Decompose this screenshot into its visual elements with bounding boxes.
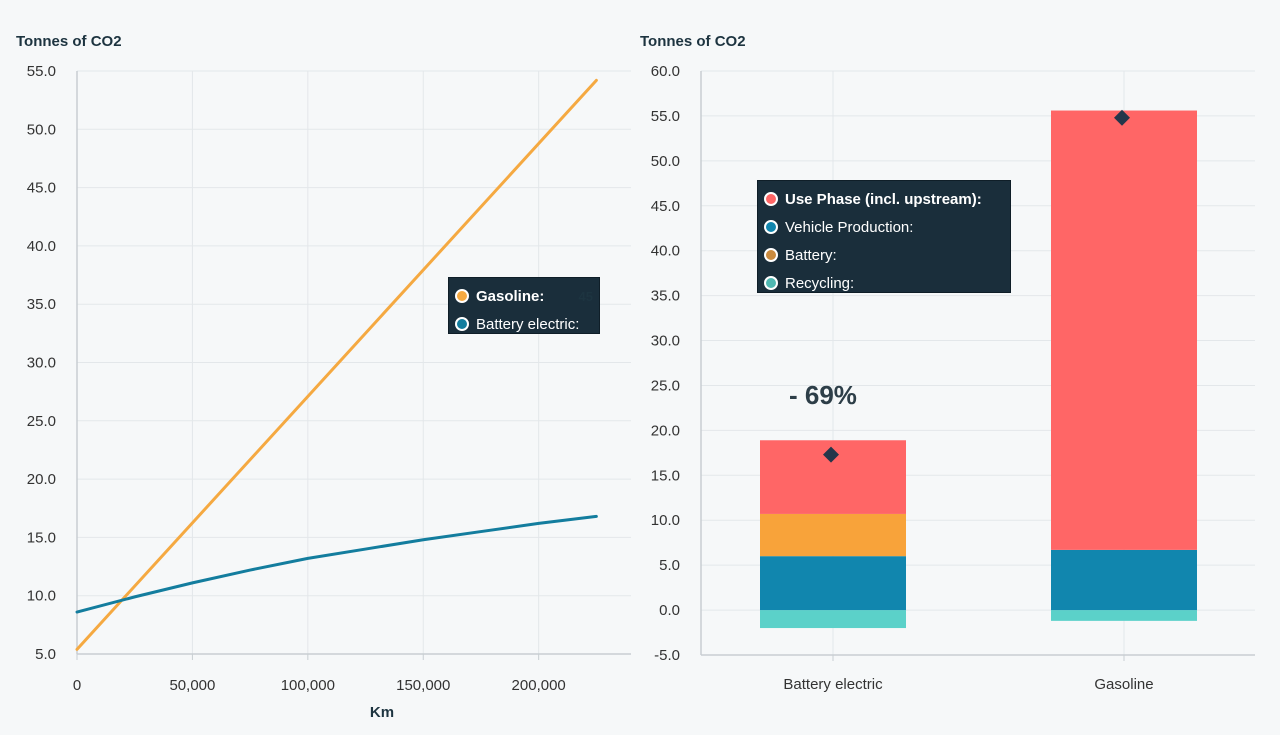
y-tick-label: 0.0 (659, 602, 680, 619)
x-category-label: Battery electric (783, 676, 883, 693)
bar-chart: Tonnes of CO2 -5.0 0.0 5.0 10.0 15.0 20.0 25.0… (640, 33, 1255, 693)
line-chart-ylabel: Tonnes of CO2 (16, 33, 122, 50)
net-total-marker (823, 446, 839, 463)
battery-dot-icon (764, 248, 778, 262)
x-tick-label: 150,000 (396, 677, 450, 694)
recycling-dot-icon (764, 276, 778, 290)
tooltip-label-vehicle-production: Vehicle Production: (785, 218, 914, 236)
bar-chart-ylabel: Tonnes of CO2 (640, 33, 746, 50)
tooltip-row-use-phase: Use Phase (incl. upstream): (764, 185, 1004, 213)
tooltip-label-recycling: Recycling: (785, 274, 855, 292)
x-category-label: Gasoline (1094, 676, 1153, 693)
bar-use-phase-incl-upstream-gasoline (1051, 110, 1197, 550)
y-tick-label: 30.0 (651, 333, 680, 350)
y-tick-label: 50.0 (27, 121, 56, 138)
y-tick-label: -5.0 (654, 647, 680, 664)
y-tick-label: 55.0 (651, 108, 680, 125)
y-tick-label: 20.0 (651, 422, 680, 439)
tooltip-row-recycling: Recycling: (764, 269, 1004, 297)
y-tick-label: 40.0 (651, 243, 680, 260)
y-tick-label: 60.0 (651, 63, 680, 80)
line-chart-tooltip: Gasoline: 45 Battery electric: (448, 277, 600, 334)
vehicle-production-dot-icon (764, 220, 778, 234)
tooltip-row-battery: Battery: (764, 241, 1004, 269)
y-tick-label: 50.0 (651, 153, 680, 170)
tooltip-row-vehicle-production: Vehicle Production: (764, 213, 1004, 241)
y-tick-label: 25.0 (651, 377, 680, 394)
net-total-marker (1114, 109, 1130, 126)
series-line-battery-electric (75, 514, 598, 614)
y-tick-label: 20.0 (27, 471, 56, 488)
tooltip-value-fragment: 45 (578, 288, 593, 304)
x-tick-label: 50,000 (169, 677, 215, 694)
y-tick-label: 45.0 (27, 180, 56, 197)
series-line-gasoline (75, 78, 598, 651)
bar-vehicle-production-gasoline (1051, 549, 1197, 611)
x-tick-label: 0 (73, 677, 81, 694)
y-tick-label: 15.0 (651, 467, 680, 484)
line-chart: Tonnes of CO2 5.0 10.0 15.0 20.0 25.0 30.0 35.… (16, 33, 631, 721)
use-phase-dot-icon (764, 192, 778, 206)
y-tick-label: 15.0 (27, 529, 56, 546)
gasoline-dot-icon (455, 289, 469, 303)
y-tick-label: 5.0 (35, 646, 56, 663)
bar-chart-tooltip: Use Phase (incl. upstream): Vehicle Prod… (757, 180, 1011, 293)
bar-battery-battery-electric (760, 513, 906, 557)
tooltip-label-battery: Battery: (785, 246, 837, 264)
y-tick-label: 25.0 (27, 413, 56, 430)
y-tick-label: 45.0 (651, 198, 680, 215)
bar-recycling-gasoline (1051, 610, 1197, 621)
reduction-annotation: - 69% (789, 380, 857, 410)
tooltip-row-battery-electric: Battery electric: (455, 310, 593, 338)
tooltip-label-battery-electric: Battery electric: (476, 315, 580, 333)
y-tick-label: 10.0 (651, 512, 680, 529)
bar-vehicle-production-battery-electric (760, 556, 906, 611)
tooltip-label-gasoline: Gasoline: (476, 287, 545, 305)
battery-electric-dot-icon (455, 317, 469, 331)
tooltip-row-gasoline: Gasoline: 45 (455, 282, 593, 310)
y-tick-label: 30.0 (27, 355, 56, 372)
tooltip-label-use-phase: Use Phase (incl. upstream): (785, 190, 982, 208)
x-tick-label: 200,000 (512, 677, 566, 694)
x-tick-label: 100,000 (281, 677, 335, 694)
y-tick-label: 35.0 (651, 288, 680, 305)
y-tick-label: 10.0 (27, 588, 56, 605)
y-tick-label: 5.0 (659, 557, 680, 574)
line-chart-xlabel: Km (370, 704, 394, 721)
y-tick-label: 55.0 (27, 63, 56, 80)
bar-recycling-battery-electric (760, 610, 906, 629)
y-tick-label: 40.0 (27, 238, 56, 255)
y-tick-label: 35.0 (27, 296, 56, 313)
